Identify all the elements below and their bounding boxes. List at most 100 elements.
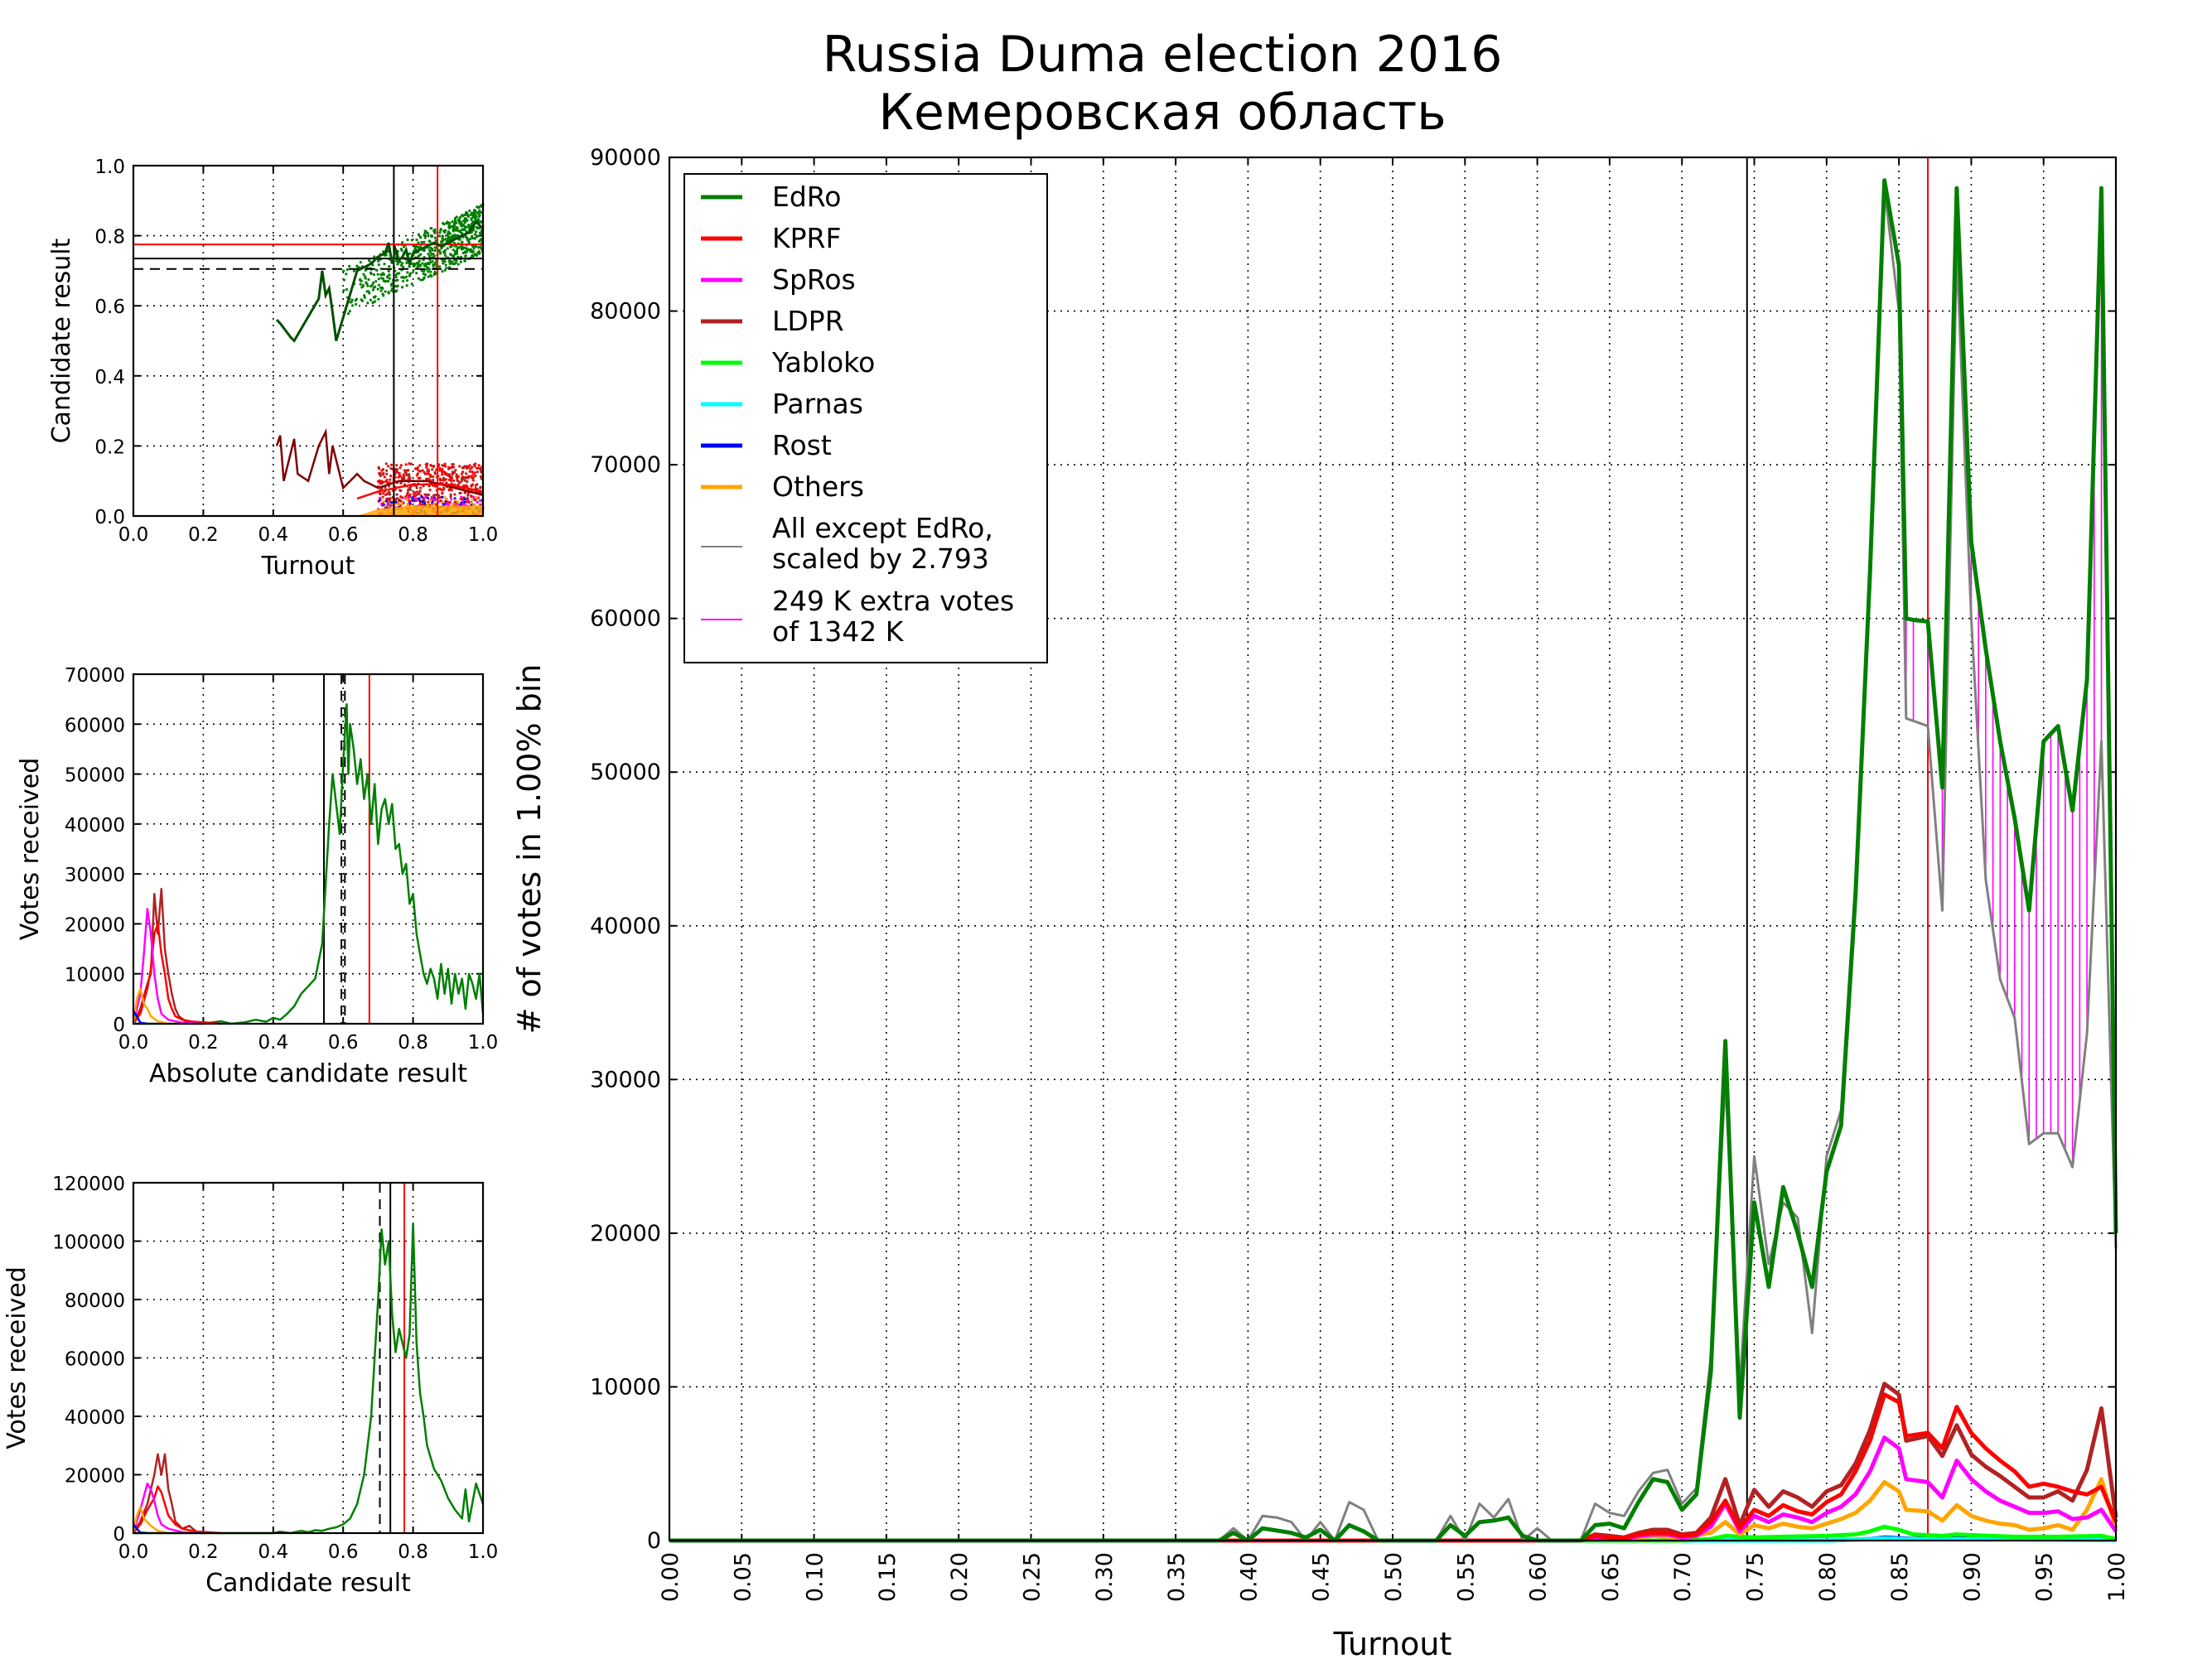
scatter-point-edro [468, 209, 471, 213]
scatter-point-other [416, 490, 419, 494]
series-line-kprf [132, 923, 221, 1025]
series-line-edro [669, 178, 2118, 1543]
scatter-point-edro [465, 217, 468, 220]
scatter-point-edro [360, 298, 363, 301]
scatter-point-edro [472, 237, 476, 240]
scatter-point-edro [459, 229, 462, 232]
y-tick-label: 90000 [590, 145, 661, 171]
scatter-point-edro [368, 258, 371, 263]
scatter-point-edro [461, 247, 465, 250]
x-tick-label: 0.50 [1381, 1552, 1407, 1602]
scatter-point-edro [433, 236, 437, 239]
scatter-point-edro [419, 278, 423, 282]
scatter-point-edro [413, 262, 416, 266]
scatter-point-other [387, 465, 390, 468]
scatter-point-other [445, 481, 448, 485]
scatter-point-edro [401, 262, 404, 265]
legend: EdRo KPRF SpRos LDPR Yabloko Parnas Rost Others… [683, 173, 1048, 663]
scatter-point-edro [444, 254, 447, 258]
scatter-point-other [379, 482, 382, 485]
scatter-point-edro [395, 289, 398, 292]
kprf-mean-line [356, 483, 484, 500]
scatter-point-small [476, 500, 479, 504]
scatter-point-other [466, 494, 470, 497]
scatter-point-edro [345, 272, 348, 276]
scatter-point-other [418, 492, 421, 495]
scatter-point-other [399, 489, 403, 492]
x-tick-label: 0.0 [118, 1541, 149, 1563]
scatter-point-edro [373, 296, 377, 299]
scatter-point-edro [477, 215, 481, 218]
scatter-point-edro [466, 215, 471, 219]
scatter-point-edro [470, 222, 474, 225]
scatter-point-edro [418, 259, 421, 263]
scatter-point-edro [371, 301, 374, 304]
x-tick-label: 1.00 [2104, 1552, 2130, 1602]
scatter-point-edro [440, 247, 443, 250]
scatter-point-edro [427, 254, 431, 258]
scatter-point-other [385, 478, 389, 482]
plot-frame [132, 1181, 485, 1535]
scatter-point-edro [419, 253, 423, 256]
scatter-point-edro [350, 301, 353, 304]
scatter-point-edro [423, 232, 427, 235]
scatter-point-edro [427, 275, 430, 278]
scatter-point-other [442, 478, 445, 482]
scatter-point-edro [424, 265, 428, 268]
x-tick-label: 0.45 [1309, 1552, 1335, 1602]
scatter-point-small [418, 497, 421, 500]
scatter-point-other [471, 470, 474, 474]
scatter-point-edro [421, 262, 424, 265]
y-axis-label: Votes received [16, 758, 45, 941]
scatter-point-edro [405, 279, 409, 282]
scatter-point-other [465, 466, 469, 470]
scatter-point-edro [463, 213, 467, 216]
scatter-point-edro [478, 231, 482, 234]
x-axis-label: Candidate result [205, 1569, 411, 1598]
plot-area [133, 166, 483, 516]
scatter-point-edro [456, 249, 459, 253]
scatter-point-edro [439, 251, 442, 254]
scatter-point-other [388, 493, 392, 496]
scatter-point-other [398, 466, 402, 470]
scatter-point-other [469, 475, 472, 478]
others-band [357, 505, 483, 516]
y-tick-label: 10000 [65, 965, 125, 986]
scatter-point-edro [465, 210, 468, 214]
scatter-point-other [429, 473, 432, 477]
scatter-point-small [411, 496, 414, 499]
scatter-point-other [389, 467, 393, 470]
scatter-point-edro [454, 221, 458, 224]
scatter-point-edro [473, 208, 476, 212]
scatter-point-edro [366, 301, 369, 305]
x-tick-label: 0.4 [258, 524, 289, 546]
scatter-point-small [463, 500, 466, 504]
scatter-point-edro [467, 225, 471, 229]
scatter-point-other [404, 463, 408, 466]
scatter-point-edro [379, 273, 383, 277]
y-tick-label: 0.0 [94, 507, 125, 528]
scatter-point-other [406, 491, 409, 494]
scatter-point-edro [442, 239, 445, 242]
scatter-point-edro [365, 281, 368, 284]
scatter-point-small [426, 503, 429, 506]
scatter-point-other [469, 467, 472, 470]
scatter-point-other [429, 464, 433, 467]
x-tick-label: 0.15 [875, 1552, 901, 1602]
scatter-point-edro [447, 226, 452, 230]
scatter-point-other [395, 497, 399, 500]
legend-label-extra: 249 K extra votes [772, 585, 1014, 617]
scatter-point-other [450, 489, 453, 492]
scatter-point-small [445, 498, 449, 501]
y-tick-label: 0.4 [94, 367, 125, 388]
legend-label-line2-extra: of 1342 K [772, 615, 905, 648]
scatter-point-edro [367, 277, 370, 282]
scatter-point-other [418, 476, 422, 480]
scatter-point-edro [384, 253, 388, 257]
scatter-point-small [475, 496, 478, 499]
scatter-point-edro [348, 264, 351, 268]
scatter-point-other [395, 493, 398, 496]
scatter-point-edro [410, 239, 414, 242]
scatter-point-edro [453, 219, 457, 222]
scatter-point-other [418, 464, 422, 467]
